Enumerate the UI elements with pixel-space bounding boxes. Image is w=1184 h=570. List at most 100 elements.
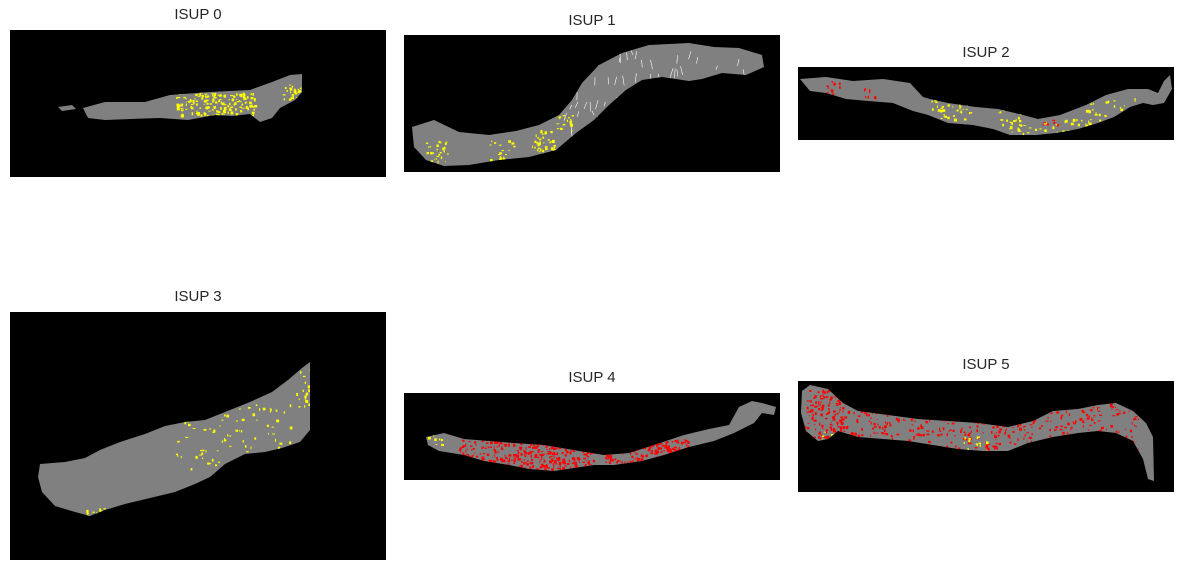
annotation-speck-yellow (177, 454, 179, 458)
annotation-speck-yellow (175, 97, 179, 99)
annotation-speck-yellow (542, 142, 545, 144)
annotation-speck-yellow (1072, 118, 1076, 122)
annotation-speck-red (635, 453, 639, 455)
gland-outline (595, 100, 599, 110)
annotation-speck-yellow (217, 110, 219, 113)
annotation-speck-red (880, 431, 884, 434)
annotation-speck-yellow (249, 104, 253, 108)
annotation-speck-yellow (201, 97, 204, 100)
annotation-speck-red (1073, 422, 1076, 425)
annotation-speck-red (1110, 425, 1114, 428)
annotation-speck-red (992, 426, 995, 429)
annotation-speck-red (1060, 425, 1063, 428)
annotation-speck-yellow (535, 134, 537, 138)
annotation-speck-red (1093, 415, 1096, 417)
annotation-speck-red (519, 465, 521, 468)
annotation-speck-red (640, 458, 644, 460)
annotation-speck-yellow (1018, 128, 1020, 132)
annotation-speck-red (819, 422, 821, 426)
annotation-speck-yellow (941, 105, 944, 108)
annotation-speck-red (571, 462, 575, 464)
annotation-speck-yellow (1085, 124, 1089, 128)
annotation-speck-yellow (240, 109, 243, 113)
annotation-speck-red (982, 432, 984, 434)
annotation-speck-red (929, 419, 930, 423)
annotation-speck-red (939, 430, 942, 432)
annotation-speck-red (840, 416, 844, 419)
annotation-speck-yellow (213, 107, 216, 110)
annotation-speck-yellow (956, 109, 959, 112)
annotation-speck-red (513, 459, 516, 463)
annotation-speck-yellow (218, 461, 221, 463)
annotation-speck-yellow (425, 142, 429, 144)
annotation-speck-red (570, 466, 572, 469)
annotation-speck-red (513, 453, 516, 457)
annotation-speck-red (547, 451, 551, 453)
annotation-speck-red (663, 449, 665, 452)
annotation-speck-red (489, 461, 491, 463)
annotation-speck-red (842, 407, 845, 410)
annotation-speck-red (829, 426, 832, 428)
annotation-speck-red (1129, 429, 1133, 433)
annotation-speck-yellow (1090, 103, 1093, 105)
annotation-speck-red (1079, 418, 1083, 421)
annotation-speck-red (495, 456, 498, 460)
annotation-speck-yellow (999, 111, 1002, 113)
annotation-speck-red (853, 411, 855, 415)
annotation-speck-red (1046, 123, 1050, 126)
annotation-speck-red (834, 413, 836, 417)
annotation-speck-yellow (289, 91, 292, 94)
annotation-speck-red (489, 441, 493, 445)
annotation-speck-yellow (213, 93, 216, 97)
annotation-speck-yellow (289, 84, 291, 86)
annotation-speck-red (1005, 429, 1007, 433)
annotation-speck-red (912, 429, 914, 433)
annotation-speck-yellow (272, 433, 275, 435)
annotation-speck-red (585, 459, 588, 461)
annotation-speck-red (545, 445, 548, 447)
annotation-speck-yellow (223, 107, 227, 110)
annotation-speck-red (500, 457, 503, 460)
annotation-speck-yellow (191, 107, 194, 110)
annotation-speck-red (459, 447, 462, 450)
annotation-speck-yellow (1027, 132, 1030, 134)
annotation-speck-red (884, 421, 887, 424)
annotation-speck-red (987, 443, 991, 446)
annotation-speck-red (960, 429, 963, 431)
annotation-speck-red (1049, 429, 1051, 432)
annotation-speck-red (631, 455, 634, 459)
annotation-speck-yellow (270, 409, 272, 411)
annotation-speck-yellow (538, 142, 541, 146)
annotation-speck-yellow (1000, 119, 1004, 121)
annotation-speck-red (1066, 432, 1069, 434)
annotation-speck-yellow (1077, 123, 1081, 127)
panel-title-isup-1: ISUP 1 (568, 12, 616, 29)
annotation-speck-red (883, 425, 887, 429)
annotation-speck-red (1052, 119, 1055, 121)
annotation-speck-yellow (266, 424, 269, 427)
annotation-speck-red (885, 432, 889, 436)
annotation-speck-red (482, 445, 484, 447)
annotation-speck-yellow (203, 113, 207, 116)
annotation-speck-yellow (207, 462, 210, 465)
annotation-speck-yellow (294, 92, 298, 95)
annotation-speck-yellow (544, 131, 547, 135)
annotation-speck-red (562, 460, 565, 463)
annotation-speck-yellow (230, 106, 233, 109)
gland-outline (676, 55, 678, 64)
annotation-speck-yellow (562, 115, 565, 117)
annotation-speck-yellow (238, 100, 241, 102)
annotation-speck-yellow (959, 112, 961, 113)
annotation-speck-red (876, 419, 878, 420)
annotation-speck-red (665, 441, 668, 445)
annotation-speck-red (1049, 435, 1052, 437)
annotation-speck-red (555, 461, 557, 465)
annotation-speck-red (538, 461, 541, 463)
annotation-speck-red (463, 445, 467, 447)
annotation-speck-yellow (1017, 116, 1020, 120)
annotation-speck-red (525, 461, 527, 465)
annotation-speck-red (886, 414, 889, 417)
annotation-speck-yellow (276, 419, 280, 423)
annotation-speck-red (564, 454, 567, 457)
mask-canvas (798, 381, 1174, 492)
